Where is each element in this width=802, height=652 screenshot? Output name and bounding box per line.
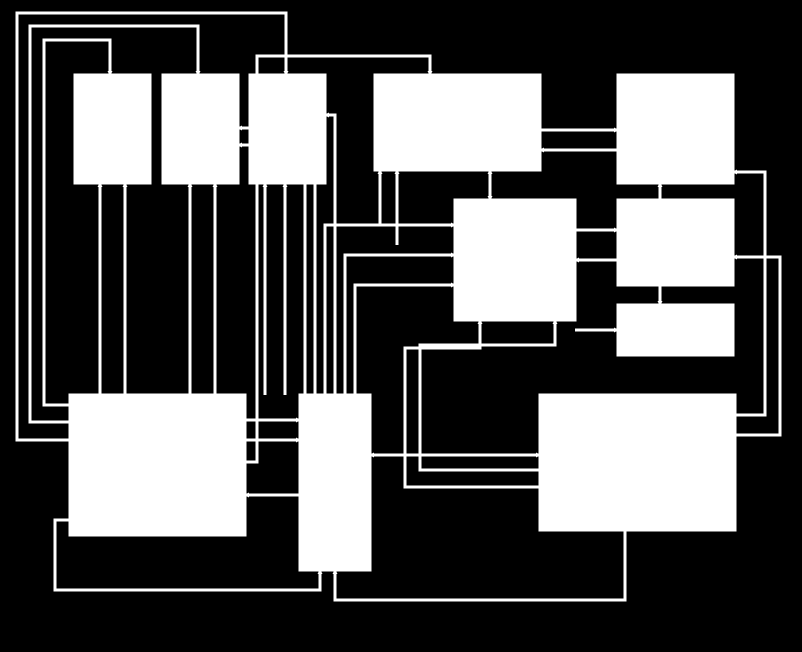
node-H — [618, 305, 733, 355]
node-K — [540, 395, 735, 530]
node-E — [618, 75, 733, 183]
node-I — [70, 395, 245, 535]
node-D — [375, 75, 540, 170]
node-B — [163, 75, 238, 183]
flow-diagram — [0, 0, 802, 652]
node-C — [250, 75, 325, 183]
node-F — [455, 200, 575, 320]
node-G — [618, 200, 733, 285]
node-J — [300, 395, 370, 570]
node-A — [75, 75, 150, 183]
